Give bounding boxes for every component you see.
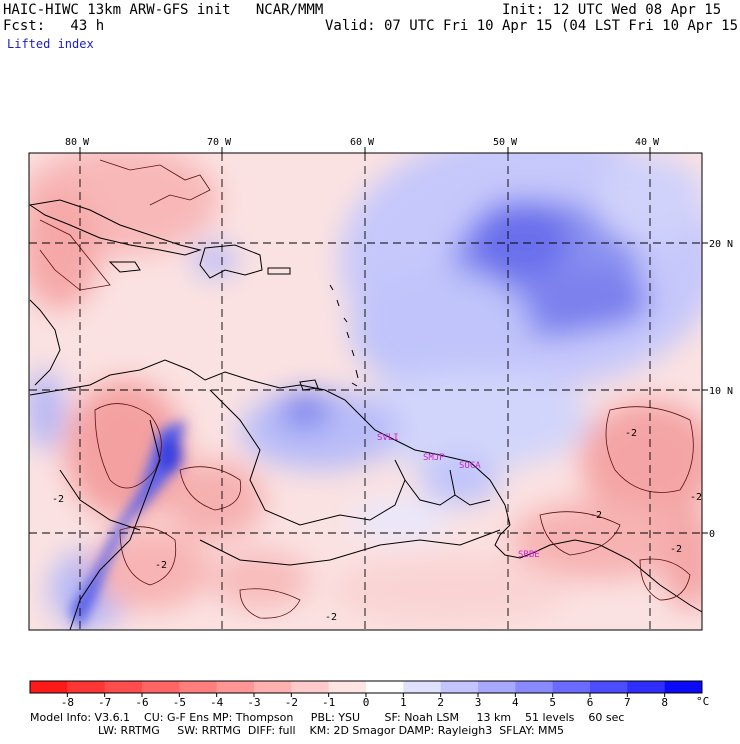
colorbar-tick-label: -2 xyxy=(285,696,298,709)
contour-label: -2 xyxy=(590,510,602,521)
contour-label: -2 xyxy=(690,492,702,503)
colorbar-tick-label: -8 xyxy=(61,696,74,709)
contour-lines xyxy=(39,159,694,619)
colorbar-tick-label: 0 xyxy=(363,696,370,709)
lat-label-10n: 10 N xyxy=(709,386,733,397)
colorbar-swatch xyxy=(328,681,367,693)
colorbar-swatch xyxy=(67,681,106,693)
contour-label: -2 xyxy=(155,560,167,571)
station-label-svli: SVLI xyxy=(377,433,399,443)
colorbar-tick-label: 6 xyxy=(587,696,594,709)
fcst-line: Fcst: 43 h xyxy=(3,18,105,34)
lifted-index-field xyxy=(29,153,702,630)
colorbar-swatch xyxy=(142,681,180,693)
colorbar-tick-label: 7 xyxy=(624,696,631,709)
colorbar-tick-label: -3 xyxy=(247,696,260,709)
field-name: Lifted index xyxy=(7,37,94,51)
station-label-smjp: SMJP xyxy=(423,453,445,463)
colorbar-tick-label: 3 xyxy=(475,696,482,709)
colorbar-swatch xyxy=(664,681,703,693)
colorbar-unit: °C xyxy=(696,695,709,708)
colorbar-swatch xyxy=(627,681,666,693)
valid-line: Valid: 07 UTC Fri 10 Apr 15 (04 LST Fri … xyxy=(325,18,740,34)
lon-label-80w: 80 W xyxy=(65,137,90,148)
coastlines xyxy=(29,199,702,630)
colorbar-swatch xyxy=(440,681,479,693)
colorbar-swatch xyxy=(515,681,554,693)
lon-label-60w: 60 W xyxy=(350,137,375,148)
colorbar-tick-label: -7 xyxy=(98,696,111,709)
station-label-sbbe: SBBE xyxy=(518,550,540,560)
footer-model-info: Model Info: V3.6.1 CU: G-F Ens MP: Thomp… xyxy=(30,711,625,724)
colorbar-tick-label: 2 xyxy=(437,696,444,709)
colorbar-swatch xyxy=(104,681,143,693)
colorbar-tick-label: -5 xyxy=(173,696,186,709)
footer-physics-info: LW: RRTMG SW: RRTMG DIFF: full KM: 2D Sm… xyxy=(98,724,564,737)
colorbar-swatch xyxy=(590,681,628,693)
lon-label-40w: 40 W xyxy=(635,137,660,148)
lon-label-70w: 70 W xyxy=(207,137,232,148)
contour-label: -2 xyxy=(325,612,337,623)
colorbar-swatch xyxy=(552,681,591,693)
graticule xyxy=(29,153,702,630)
colorbar-tick-label: 1 xyxy=(400,696,407,709)
colorbar-tick-label: -1 xyxy=(322,696,335,709)
colorbar-tick-label: 8 xyxy=(661,696,668,709)
contour-label: -2 xyxy=(670,544,682,555)
colorbar: -8 -7 -6 -5 -4 -3 -2 -1 0 1 2 3 4 5 6 7 8 xyxy=(29,680,703,709)
colorbar-swatch xyxy=(179,681,218,693)
colorbar-tick-label: -6 xyxy=(135,696,148,709)
contour-label: -2 xyxy=(625,428,637,439)
lat-label-0: 0 xyxy=(709,529,715,540)
colorbar-tick-label: -4 xyxy=(210,696,224,709)
colorbar-swatch xyxy=(254,681,292,693)
colorbar-tick-label: 5 xyxy=(549,696,556,709)
colorbar-swatch xyxy=(478,681,516,693)
title-line: HAIC-HIWC 13km ARW-GFS init NCAR/MMM xyxy=(3,2,324,18)
colorbar-tick-label: 4 xyxy=(512,696,519,709)
map-ticks xyxy=(79,147,708,534)
colorbar-swatch xyxy=(216,681,255,693)
lon-label-50w: 50 W xyxy=(493,137,518,148)
colorbar-swatch xyxy=(30,681,68,693)
init-line: Init: 12 UTC Wed 08 Apr 15 xyxy=(502,2,722,18)
lat-label-20n: 20 N xyxy=(709,239,733,250)
colorbar-swatch xyxy=(403,681,442,693)
colorbar-swatch xyxy=(291,681,330,693)
colorbar-swatch xyxy=(366,681,404,693)
contour-label: -2 xyxy=(52,494,64,505)
station-label-soca: SOCA xyxy=(459,461,481,471)
